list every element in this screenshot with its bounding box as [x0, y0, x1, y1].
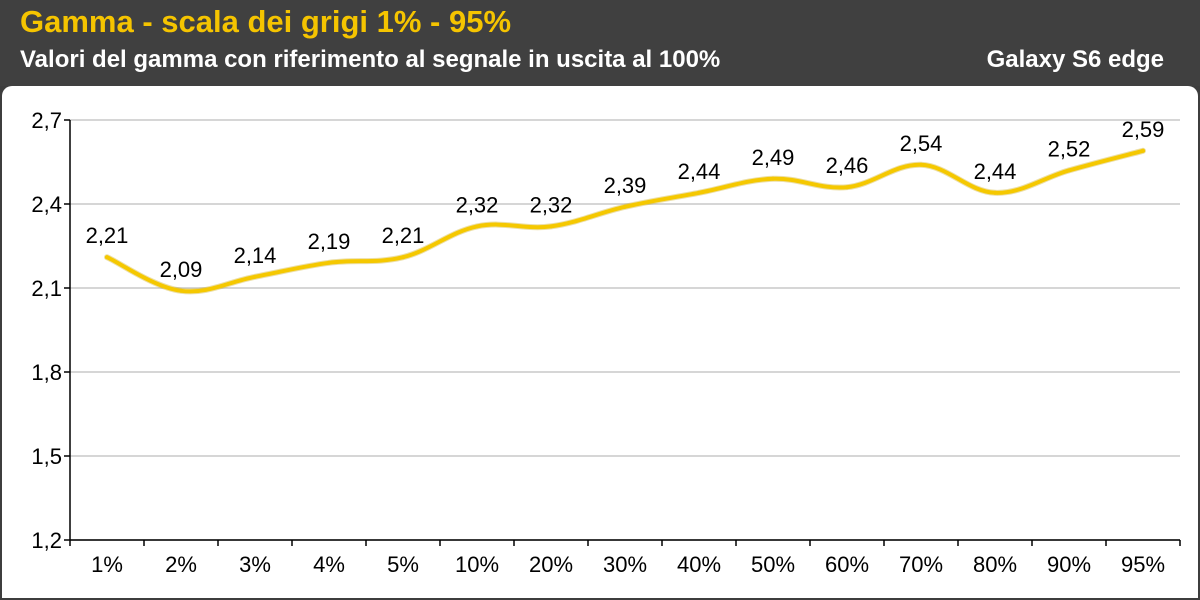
data-point — [475, 224, 479, 229]
x-tick-label: 95% — [1121, 552, 1165, 577]
x-tick-label: 2% — [165, 552, 197, 577]
y-tick-label: 2,7 — [31, 108, 62, 133]
data-label: 2,46 — [826, 153, 869, 178]
plot-area — [2, 86, 1198, 598]
data-point — [993, 190, 997, 195]
data-point — [623, 204, 627, 209]
data-point — [549, 224, 553, 229]
data-point — [1067, 168, 1071, 173]
data-label: 2,14 — [234, 243, 277, 268]
data-label: 2,19 — [308, 229, 351, 254]
chart-subtitle: Valori del gamma con riferimento al segn… — [20, 46, 721, 73]
x-tick-label: 1% — [91, 552, 123, 577]
data-point — [253, 274, 257, 279]
chart-header: Gamma - scala dei grigi 1% - 95% Valori … — [0, 0, 1200, 86]
x-tick-label: 40% — [677, 552, 721, 577]
data-label: 2,44 — [974, 159, 1017, 184]
data-label: 2,21 — [86, 223, 129, 248]
data-label: 2,49 — [752, 145, 795, 170]
data-point — [919, 162, 923, 167]
data-point — [771, 176, 775, 181]
data-label: 2,32 — [456, 192, 499, 217]
data-label: 2,52 — [1048, 136, 1091, 161]
chart-title: Gamma - scala dei grigi 1% - 95% — [20, 4, 512, 39]
x-tick-label: 5% — [387, 552, 419, 577]
y-tick-label: 1,8 — [31, 360, 62, 385]
data-point — [105, 255, 109, 260]
x-tick-label: 20% — [529, 552, 573, 577]
device-name: Galaxy S6 edge — [986, 46, 1164, 73]
data-label: 2,21 — [382, 223, 425, 248]
x-tick-label: 30% — [603, 552, 647, 577]
x-tick-label: 3% — [239, 552, 271, 577]
x-tick-label: 60% — [825, 552, 869, 577]
y-tick-label: 1,2 — [31, 528, 62, 553]
x-tick-label: 50% — [751, 552, 795, 577]
data-point — [327, 260, 331, 265]
data-label: 2,32 — [530, 192, 573, 217]
data-label: 2,59 — [1122, 117, 1165, 142]
x-tick-label: 90% — [1047, 552, 1091, 577]
y-tick-label: 2,4 — [31, 192, 62, 217]
x-tick-label: 70% — [899, 552, 943, 577]
data-label: 2,44 — [678, 159, 721, 184]
x-tick-label: 10% — [455, 552, 499, 577]
data-point — [845, 185, 849, 190]
data-point — [697, 190, 701, 195]
data-label: 2,39 — [604, 173, 647, 198]
data-label: 2,54 — [900, 131, 943, 156]
data-point — [1141, 148, 1145, 153]
y-tick-label: 2,1 — [31, 276, 62, 301]
x-tick-label: 4% — [313, 552, 345, 577]
data-point — [401, 255, 405, 260]
x-tick-label: 80% — [973, 552, 1017, 577]
y-tick-label: 1,5 — [31, 444, 62, 469]
data-point — [179, 288, 183, 293]
data-label: 2,09 — [160, 257, 203, 282]
